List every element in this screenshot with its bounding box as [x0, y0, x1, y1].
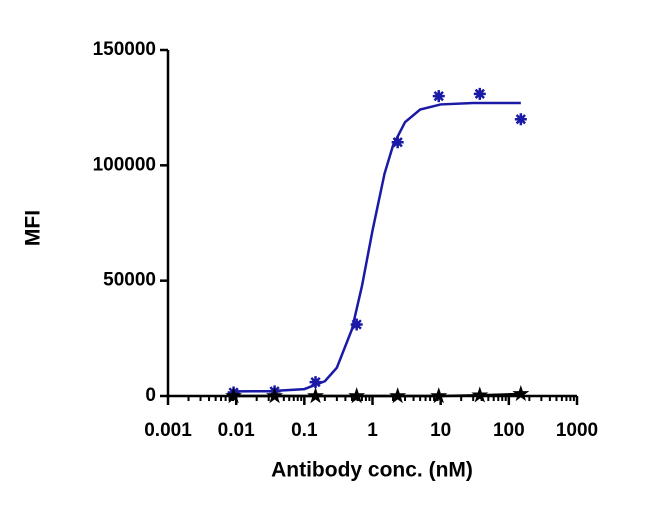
data-point	[225, 387, 243, 404]
y-tick-label: 50000	[103, 270, 156, 291]
data-point	[512, 385, 530, 402]
data-point	[266, 387, 284, 404]
x-tick-label: 100	[493, 420, 525, 441]
x-axis-title: Antibody conc. (nM)	[271, 459, 473, 482]
fit-curve	[233, 392, 521, 398]
data-point	[432, 90, 445, 103]
x-tick-label: 1	[367, 420, 378, 441]
data-point	[309, 376, 322, 389]
y-tick-label: 0	[145, 385, 156, 406]
x-tick-label: 10	[430, 420, 451, 441]
data-point	[348, 387, 366, 404]
data-point	[350, 318, 363, 331]
data-point	[307, 387, 325, 404]
x-tick-label: 1000	[556, 420, 598, 441]
data-point	[391, 136, 404, 149]
x-tick-label: 0.001	[144, 420, 192, 441]
data-point	[389, 387, 407, 404]
data-point	[473, 87, 486, 100]
data-point	[514, 113, 527, 126]
x-tick-label: 0.1	[291, 420, 318, 441]
data-point	[471, 386, 489, 403]
fit-curve	[233, 101, 521, 393]
y-tick-label: 100000	[93, 154, 156, 175]
y-tick-label: 150000	[93, 39, 156, 60]
y-axis-title: MFI	[22, 210, 45, 246]
data-point	[430, 387, 448, 404]
x-tick-label: 0.01	[218, 420, 255, 441]
